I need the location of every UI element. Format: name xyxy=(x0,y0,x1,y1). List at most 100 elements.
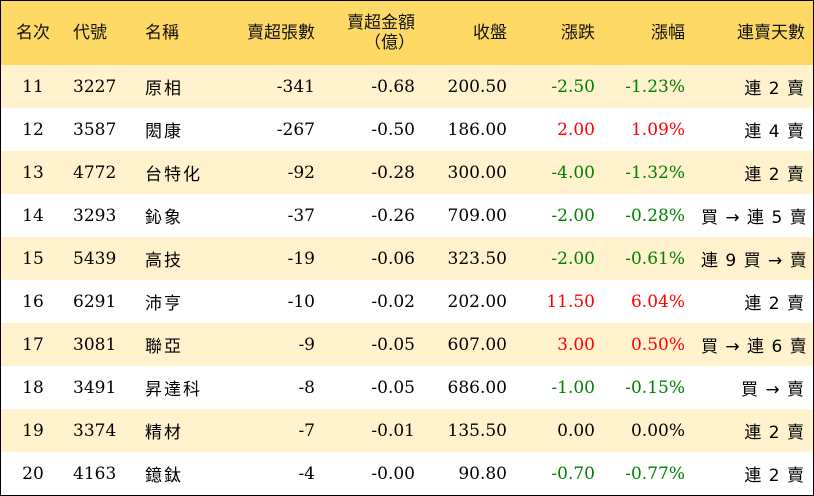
cell-close: 323.50 xyxy=(447,248,507,269)
cell-name: 昇達科 xyxy=(145,380,202,400)
cell-change: 3.00 xyxy=(557,334,595,355)
header-close: 收盤 xyxy=(473,23,507,43)
table-row: 20 4163 鐿鈦 -4 -0.00 90.80 -0.70 -0.77% 連 2 賣 xyxy=(1,452,813,495)
table-header-row: 名次 代號 名稱 賣超張數 賣超金額 （億） 收盤 漲跌 漲幅 連賣天數 xyxy=(1,1,813,65)
header-code: 代號 xyxy=(73,23,107,43)
cell-name: 聯亞 xyxy=(145,337,183,357)
cell-net-sell-lots: -9 xyxy=(298,334,315,355)
table-row: 14 3293 鈊象 -37 -0.26 709.00 -2.00 -0.28% 買 → 連 5… xyxy=(1,194,813,237)
cell-change-pct: -1.32% xyxy=(625,162,685,183)
cell-net-sell-amount: -0.05 xyxy=(371,334,415,355)
cell-change: -0.70 xyxy=(551,463,595,484)
cell-name: 沛亨 xyxy=(145,294,183,314)
cell-close: 300.00 xyxy=(447,162,507,183)
table-row: 15 5439 高技 -19 -0.06 323.50 -2.00 -0.61% 連 9 買 →… xyxy=(1,237,813,280)
cell-net-sell-amount: -0.02 xyxy=(371,291,415,312)
cell-net-sell-lots: -10 xyxy=(287,291,315,312)
header-net-sell-amount-unit: （億） xyxy=(364,33,415,53)
cell-change-pct: 1.09% xyxy=(630,119,685,140)
cell-rank: 14 xyxy=(22,205,44,226)
cell-net-sell-amount: -0.01 xyxy=(371,420,415,441)
cell-code: 3081 xyxy=(73,334,117,355)
cell-net-sell-amount: -0.26 xyxy=(371,205,415,226)
cell-rank: 17 xyxy=(22,334,44,355)
cell-streak: 連 2 賣 xyxy=(744,466,805,486)
cell-net-sell-lots: -92 xyxy=(287,162,315,183)
cell-close: 90.80 xyxy=(458,463,507,484)
header-name: 名稱 xyxy=(145,23,179,43)
header-change-pct: 漲幅 xyxy=(651,23,685,43)
cell-code: 3227 xyxy=(73,76,117,97)
cell-name: 閎康 xyxy=(145,122,183,142)
table-row: 18 3491 昇達科 -8 -0.05 686.00 -1.00 -0.15% 買 → 賣 xyxy=(1,366,813,409)
header-net-sell-amount: 賣超金額 （億） xyxy=(323,1,423,65)
table-row: 19 3374 精材 -7 -0.01 135.50 0.00 0.00% 連 2 賣 xyxy=(1,409,813,452)
cell-rank: 15 xyxy=(22,248,44,269)
cell-net-sell-lots: -267 xyxy=(276,119,315,140)
cell-streak: 連 2 賣 xyxy=(744,165,805,185)
cell-change-pct: 6.04% xyxy=(630,291,685,312)
cell-name: 鐿鈦 xyxy=(145,466,183,486)
cell-change-pct: -0.28% xyxy=(625,205,685,226)
header-change: 漲跌 xyxy=(561,23,595,43)
cell-name: 精材 xyxy=(145,423,183,443)
cell-close: 202.00 xyxy=(447,291,507,312)
cell-change: 11.50 xyxy=(546,291,595,312)
cell-rank: 18 xyxy=(22,377,44,398)
table-row: 16 6291 沛亨 -10 -0.02 202.00 11.50 6.04% 連 2 賣 xyxy=(1,280,813,323)
cell-streak: 連 2 賣 xyxy=(744,423,805,443)
cell-net-sell-lots: -37 xyxy=(287,205,315,226)
header-streak: 連賣天數 xyxy=(737,23,805,43)
header-net-sell-lots: 賣超張數 xyxy=(247,23,315,43)
cell-change: 0.00 xyxy=(557,420,595,441)
table-row: 11 3227 原相 -341 -0.68 200.50 -2.50 -1.23% 連 2 賣 xyxy=(1,65,813,108)
table-row: 13 4772 台特化 -92 -0.28 300.00 -4.00 -1.32% 連 2 賣 xyxy=(1,151,813,194)
cell-rank: 16 xyxy=(22,291,44,312)
cell-streak: 買 → 賣 xyxy=(740,380,805,400)
cell-close: 686.00 xyxy=(447,377,507,398)
cell-name: 台特化 xyxy=(145,165,202,185)
cell-change: -2.50 xyxy=(551,76,595,97)
cell-name: 鈊象 xyxy=(145,208,183,228)
cell-net-sell-amount: -0.06 xyxy=(371,248,415,269)
cell-streak: 連 2 賣 xyxy=(744,79,805,99)
cell-close: 186.00 xyxy=(447,119,507,140)
cell-net-sell-lots: -8 xyxy=(298,377,315,398)
cell-net-sell-amount: -0.00 xyxy=(371,463,415,484)
cell-code: 3491 xyxy=(73,377,117,398)
cell-change: -1.00 xyxy=(551,377,595,398)
cell-streak: 連 2 賣 xyxy=(744,294,805,314)
cell-code: 3293 xyxy=(73,205,117,226)
cell-close: 709.00 xyxy=(447,205,507,226)
cell-close: 135.50 xyxy=(447,420,507,441)
cell-change-pct: -1.23% xyxy=(625,76,685,97)
table-row: 17 3081 聯亞 -9 -0.05 607.00 3.00 0.50% 買 → 連 6 賣 xyxy=(1,323,813,366)
cell-net-sell-lots: -341 xyxy=(276,76,315,97)
header-rank: 名次 xyxy=(16,23,50,43)
cell-streak: 連 4 賣 xyxy=(744,122,805,142)
cell-code: 4772 xyxy=(73,162,117,183)
header-net-sell-amount-label: 賣超金額 xyxy=(347,13,415,33)
cell-close: 607.00 xyxy=(447,334,507,355)
cell-net-sell-amount: -0.50 xyxy=(371,119,415,140)
cell-net-sell-amount: -0.05 xyxy=(371,377,415,398)
cell-change-pct: -0.77% xyxy=(625,463,685,484)
cell-streak: 買 → 連 5 賣 xyxy=(701,208,808,228)
cell-change: 2.00 xyxy=(557,119,595,140)
cell-streak: 連 9 買 → 賣 xyxy=(701,251,808,271)
cell-name: 高技 xyxy=(145,251,183,271)
cell-change: -2.00 xyxy=(551,248,595,269)
cell-net-sell-lots: -4 xyxy=(298,463,315,484)
cell-change: -4.00 xyxy=(551,162,595,183)
cell-code: 3587 xyxy=(73,119,117,140)
cell-code: 3374 xyxy=(73,420,117,441)
cell-streak: 買 → 連 6 賣 xyxy=(701,337,808,357)
cell-close: 200.50 xyxy=(447,76,507,97)
table-row: 12 3587 閎康 -267 -0.50 186.00 2.00 1.09% 連 4 賣 xyxy=(1,108,813,151)
cell-net-sell-lots: -19 xyxy=(287,248,315,269)
cell-net-sell-amount: -0.68 xyxy=(371,76,415,97)
cell-change-pct: 0.50% xyxy=(630,334,685,355)
